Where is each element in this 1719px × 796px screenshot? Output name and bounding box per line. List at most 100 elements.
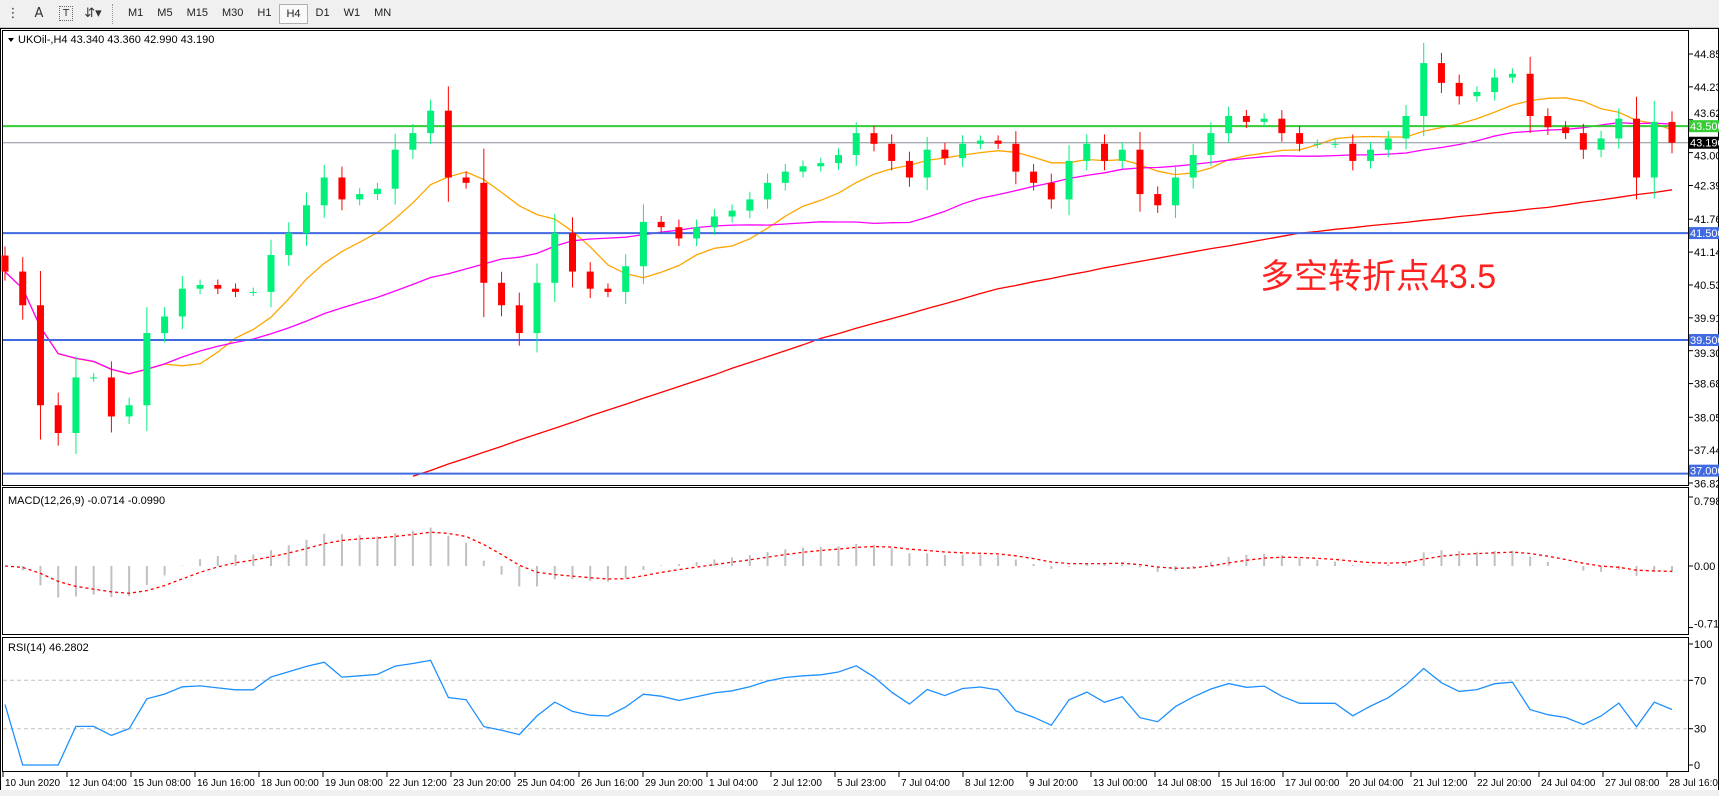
time-label: 18 Jun 00:00: [261, 778, 319, 789]
candle: [835, 155, 842, 164]
candle: [72, 377, 80, 434]
time-label: 7 Jul 04:00: [901, 778, 950, 789]
candle: [568, 233, 576, 272]
toolbar: ⋮ A T ⇵▾ M1 M5 M15 M30 H1 H4 D1 W1 MN: [0, 0, 1719, 28]
candle: [107, 377, 115, 417]
candle: [373, 188, 381, 195]
candle: [941, 149, 949, 159]
candle: [1065, 160, 1073, 200]
price-tick-label: 44.850: [1694, 49, 1719, 61]
level-badge-label: 37.000: [1690, 466, 1719, 478]
candle: [302, 205, 310, 234]
candle: [1473, 91, 1481, 97]
time-label: 26 Jun 16:00: [581, 778, 639, 789]
time-label: 1 Jul 04:00: [709, 778, 758, 789]
candle: [1047, 182, 1055, 200]
candle: [888, 143, 896, 161]
candle: [799, 166, 807, 172]
candle: [1615, 118, 1623, 139]
macd-tick-label: 0.00: [1694, 561, 1715, 573]
toolbar-separator: [112, 3, 115, 24]
level-badge-label: 39.500: [1690, 335, 1719, 347]
candle: [143, 333, 151, 406]
macd-panel: [2, 487, 1689, 635]
candle: [462, 177, 470, 183]
candle: [427, 110, 435, 134]
candle: [232, 288, 240, 292]
price-tick-label: 44.235: [1694, 82, 1719, 94]
level-badge: [1689, 227, 1719, 240]
candle: [480, 182, 488, 283]
rsi-line: [4, 659, 1673, 766]
candle: [1118, 149, 1126, 161]
time-label: 10 Jun 2020: [5, 778, 60, 789]
timeframe-h4-button[interactable]: H4: [279, 3, 308, 24]
candle: [1207, 133, 1215, 156]
collapse-triangle-icon[interactable]: [8, 38, 14, 42]
timeframe-mn-button[interactable]: MN: [374, 6, 392, 19]
level-badge-label: 43.190: [1690, 138, 1719, 150]
time-label: 19 Jun 08:00: [325, 778, 383, 789]
candle: [1189, 155, 1197, 178]
candle: [533, 282, 541, 334]
rsi-tick-label: 30: [1694, 724, 1706, 736]
time-label: 8 Jul 12:00: [965, 778, 1014, 789]
candle: [639, 221, 647, 267]
candle: [1101, 143, 1109, 161]
text-icon[interactable]: A: [34, 6, 44, 21]
candle: [1349, 143, 1357, 161]
ma-fast-line: [4, 97, 1673, 375]
candle: [746, 199, 754, 211]
time-label: 5 Jul 23:00: [837, 778, 886, 789]
timeframe-h1-button[interactable]: H1: [257, 6, 272, 19]
candle: [338, 177, 346, 200]
timeframe-d1-button[interactable]: D1: [315, 6, 330, 19]
candle: [1242, 116, 1250, 122]
time-label: 27 Jul 08:00: [1605, 778, 1660, 789]
candle: [54, 405, 62, 434]
timeframe-group: M1 M5 M15 M30 H1 H4 D1 W1 MN: [121, 3, 398, 24]
time-label: 17 Jul 00:00: [1285, 778, 1340, 789]
candle: [90, 377, 98, 379]
time-label: 9 Jul 20:00: [1029, 778, 1078, 789]
rsi-panel: [2, 637, 1689, 772]
annotation-text: 多空转折点43.5: [1260, 258, 1496, 296]
price-tick-label: 38.685: [1694, 379, 1719, 391]
candle: [391, 149, 399, 189]
price-tick-label: 41.145: [1694, 247, 1719, 259]
candle: [214, 284, 222, 289]
candle: [1154, 194, 1162, 206]
price-tick-label: 39.300: [1694, 348, 1719, 360]
macd-label: MACD(12,26,9) -0.0714 -0.0990: [8, 495, 165, 507]
candle: [710, 216, 718, 228]
candle: [959, 143, 967, 159]
timeframe-m5-button[interactable]: M5: [157, 6, 173, 19]
text-label-icon[interactable]: T: [59, 6, 73, 21]
arrows-icon[interactable]: ⇵▾: [84, 6, 102, 21]
timeframe-m15-button[interactable]: M15: [186, 6, 208, 19]
candle: [976, 140, 984, 144]
candle: [852, 133, 860, 156]
candle: [249, 291, 257, 293]
timeframe-w1-button[interactable]: W1: [343, 6, 361, 19]
timeframe-m30-button[interactable]: M30: [221, 6, 244, 19]
candle: [1260, 118, 1268, 122]
candle: [1437, 63, 1445, 83]
level-badge: [1689, 464, 1719, 477]
candle: [1367, 149, 1375, 161]
candle: [1136, 149, 1144, 195]
price-tick-label: 43.620: [1694, 108, 1719, 120]
candle: [1083, 143, 1091, 161]
candle: [693, 227, 701, 239]
candle: [1455, 82, 1463, 97]
timeframe-m1-button[interactable]: M1: [128, 6, 144, 19]
chart-tab-bar: [0, 790, 1719, 796]
rsi-tick-label: 100: [1694, 639, 1712, 651]
time-label: 22 Jun 12:00: [389, 778, 447, 789]
candle: [1562, 127, 1570, 134]
fibonacci-fan-icon[interactable]: ⋮: [6, 6, 20, 21]
chart-window[interactable]: 44.850 44.235 43.620 43.005 42.390 41.760 41.1…: [0, 28, 1719, 796]
chart-frame: [0, 28, 1719, 795]
candle: [1508, 73, 1516, 78]
level-badge: [1689, 136, 1719, 149]
